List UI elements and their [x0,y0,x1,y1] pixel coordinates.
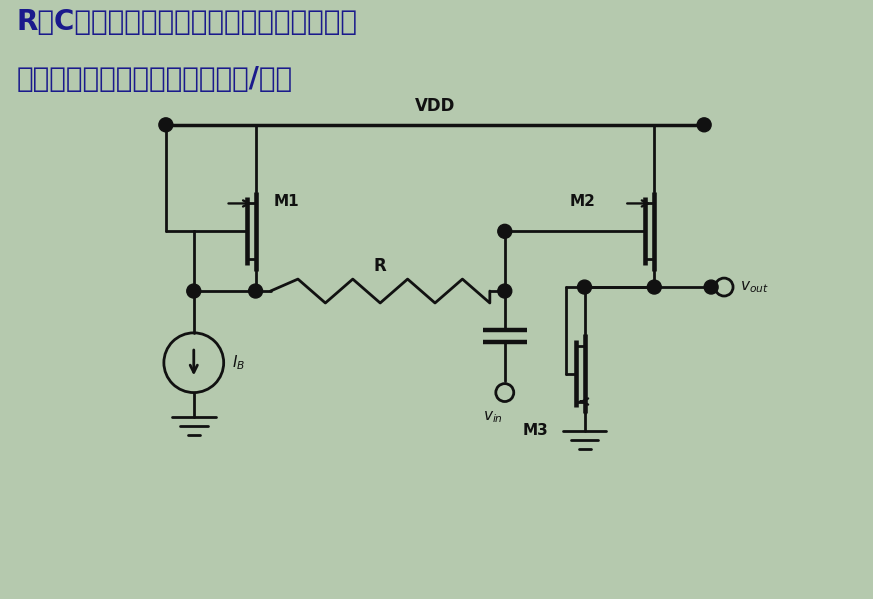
Text: M1: M1 [273,195,299,210]
Circle shape [159,118,173,132]
Text: $v_{in}$: $v_{in}$ [483,410,503,425]
Text: $v_{out}$: $v_{out}$ [740,279,769,295]
Circle shape [705,280,718,294]
Text: $I_B$: $I_B$ [231,353,244,372]
Circle shape [647,280,661,294]
Text: VDD: VDD [415,97,455,115]
Circle shape [498,284,512,298]
Text: M3: M3 [523,423,548,438]
Text: M2: M2 [569,195,595,210]
Circle shape [578,280,592,294]
Circle shape [187,284,201,298]
Circle shape [249,284,263,298]
Text: R、C很大，计算输出支路电流、输出摇幅、: R、C很大，计算输出支路电流、输出摇幅、 [17,8,357,37]
Text: 小信号增益、低频输出阱抗和极/零点: 小信号增益、低频输出阱抗和极/零点 [17,65,292,93]
Circle shape [698,118,711,132]
Text: R: R [374,257,387,275]
Circle shape [498,225,512,238]
